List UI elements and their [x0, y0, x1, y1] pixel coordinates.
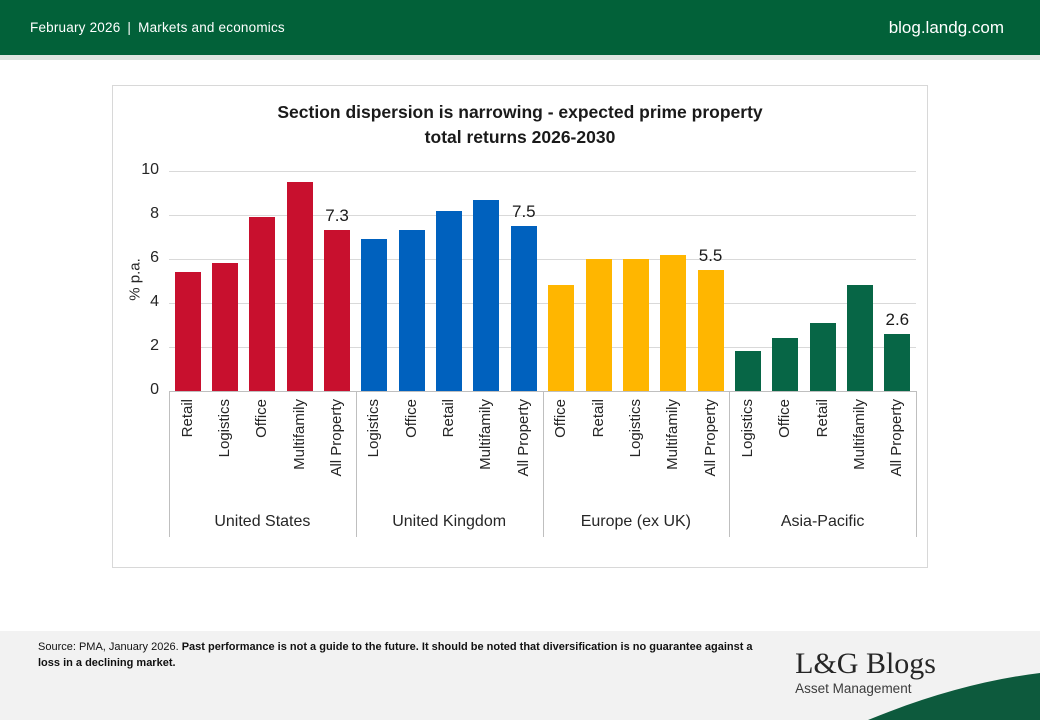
category-label: Multifamily: [290, 399, 308, 470]
source-note-bold: Past performance is not a guide to the f…: [38, 641, 753, 669]
bar: [846, 285, 873, 391]
y-axis-tick-label: 6: [150, 249, 159, 266]
header-separator: |: [127, 20, 132, 35]
category-label: All Property: [701, 399, 719, 477]
category-label: Multifamily: [477, 399, 495, 470]
site-url: blog.landg.com: [888, 17, 1004, 37]
bar: [174, 272, 201, 391]
header-banner: February 2026 | Markets and economics bl…: [0, 0, 1040, 55]
y-axis-tick-label: 8: [150, 205, 159, 222]
category-label: Logistics: [216, 399, 234, 458]
gridline: [169, 347, 916, 348]
bar: [772, 338, 799, 391]
axis-group-divider: [542, 391, 544, 537]
group-label: Europe (ex UK): [580, 513, 691, 530]
bar: [324, 230, 351, 391]
category-label: Retail: [440, 399, 458, 438]
group-label: United States: [214, 513, 311, 530]
bar: [212, 263, 239, 391]
bar: [361, 239, 388, 391]
bar: [660, 254, 687, 391]
bar: [585, 259, 612, 391]
axis-group-divider: [169, 391, 170, 537]
header-date: February 2026: [30, 20, 121, 35]
chart-title: Section dispersion is narrowing - expect…: [113, 100, 927, 150]
brand-logo-title: L&G Blogs: [795, 647, 936, 680]
category-label: Logistics: [626, 399, 644, 458]
bar-value-label: 2.6: [885, 309, 910, 329]
bar: [734, 351, 761, 391]
source-note-regular: Source: PMA, January 2026.: [38, 641, 182, 653]
category-label: Multifamily: [850, 399, 868, 470]
bar: [697, 270, 724, 391]
category-label: Retail: [813, 399, 831, 438]
chart-title-line2: total returns 2026-2030: [424, 127, 616, 147]
plot-area: 0 2 4 6 8 10 % p.a. Retail Logistics Office Multif…: [113, 86, 927, 567]
gridline: [169, 259, 916, 260]
category-label: All Property: [514, 399, 532, 477]
group-label: United Kingdom: [392, 513, 507, 530]
bar: [809, 322, 836, 391]
bar-value-label: 7.3: [325, 206, 349, 226]
group-label: Asia-Pacific: [780, 513, 865, 530]
header-breadcrumb: February 2026 | Markets and economics: [30, 20, 285, 35]
y-axis-tick-label: 10: [141, 161, 159, 178]
bar: [286, 182, 313, 391]
category-label: Office: [552, 399, 570, 438]
source-note: Source: PMA, January 2026. Past performa…: [38, 639, 768, 671]
axis-group-divider: [916, 391, 917, 537]
bar: [249, 217, 276, 391]
chart-title-line1: Section dispersion is narrowing - expect…: [277, 102, 763, 122]
category-label: All Property: [888, 399, 906, 477]
category-label: Multifamily: [664, 399, 682, 470]
y-axis-tick-label: 0: [150, 381, 159, 398]
category-label: Retail: [178, 399, 196, 438]
category-label: Logistics: [738, 399, 756, 458]
bar-value-label: 5.5: [698, 246, 723, 265]
category-label: Retail: [589, 399, 607, 438]
footer-band: Source: PMA, January 2026. Past performa…: [0, 631, 1040, 720]
y-axis-title: % p.a.: [126, 258, 144, 301]
chart-panel: Section dispersion is narrowing - expect…: [112, 85, 928, 568]
bar-value-label: 7.5: [511, 202, 536, 221]
category-label: All Property: [328, 399, 346, 477]
bar: [473, 199, 500, 391]
category-label: Office: [776, 399, 794, 438]
y-axis-tick-label: 2: [150, 337, 159, 354]
gridline: [169, 171, 916, 172]
y-axis-tick-label: 4: [150, 293, 159, 310]
brand-logo: L&G Blogs Asset Management: [795, 647, 936, 697]
gridline: [169, 215, 916, 216]
gridline: [169, 303, 916, 304]
header-divider: [0, 55, 1040, 60]
bar: [398, 230, 425, 391]
bar: [622, 259, 649, 391]
axis-group-divider: [729, 391, 731, 537]
bar: [510, 226, 537, 391]
brand-logo-subtitle: Asset Management: [795, 681, 912, 696]
corner-swoosh-graphic: [868, 673, 1040, 720]
category-label: Office: [253, 399, 271, 438]
axis-group-divider: [355, 391, 357, 537]
bar: [436, 210, 463, 391]
header-section: Markets and economics: [138, 20, 285, 35]
bar: [548, 285, 575, 391]
category-label: Logistics: [365, 399, 383, 458]
category-label: Office: [402, 399, 420, 438]
bar: [884, 333, 911, 391]
